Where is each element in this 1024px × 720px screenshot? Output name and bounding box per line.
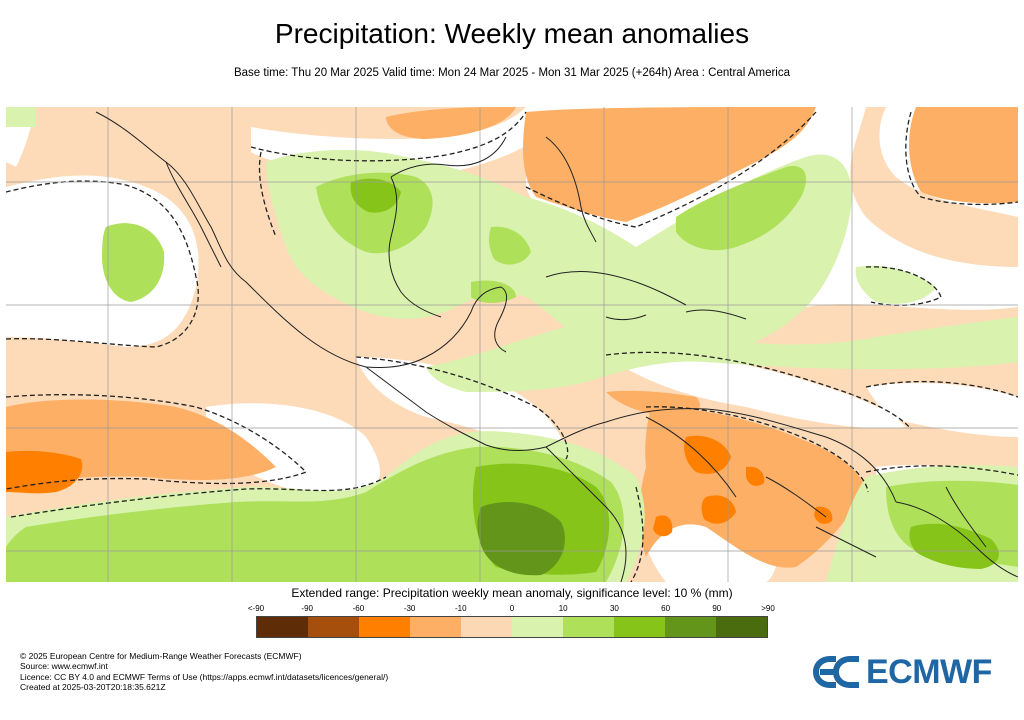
legend-tick-labels: <-90 -90 -60 -30 -10 0 10 30 60 90 >90 <box>248 604 775 616</box>
ecmwf-logo-text: ECMWF <box>866 653 992 691</box>
footer-line: Created at 2025-03-20T20:18:35.621Z <box>20 682 166 693</box>
footer-line: © 2025 European Centre for Medium-Range … <box>20 651 302 661</box>
legend-color-bar <box>256 616 768 638</box>
legend-swatch <box>410 617 461 637</box>
ecmwf-logo: ECMWF <box>812 652 1012 692</box>
significance-contours <box>6 111 1018 582</box>
footer-line: Licence: CC BY 4.0 and ECMWF Terms of Us… <box>20 671 389 682</box>
legend-tick: >90 <box>761 604 775 613</box>
legend-tick: -30 <box>403 604 416 613</box>
legend-tick: 30 <box>609 604 619 613</box>
legend-title: Extended range: Precipitation weekly mea… <box>291 586 733 600</box>
legend-tick: 90 <box>712 604 722 613</box>
legend-swatch <box>512 617 563 637</box>
legend-swatch <box>665 617 716 637</box>
legend-swatch <box>257 617 308 637</box>
legend-swatch <box>308 617 359 637</box>
anomaly-band-mid-green <box>350 178 999 575</box>
legend-tick: -10 <box>455 604 467 613</box>
map-graticule <box>6 107 1018 582</box>
legend-swatch <box>359 617 410 637</box>
anomaly-map <box>6 107 1018 582</box>
chart-subtitle: Base time: Thu 20 Mar 2025 Valid time: M… <box>233 67 790 79</box>
legend-swatch <box>461 617 512 637</box>
anomaly-map-svg <box>6 107 1018 582</box>
legend-swatch <box>563 617 614 637</box>
legend-swatch <box>614 617 665 637</box>
anomaly-band-dark-orange <box>6 435 833 537</box>
ecmwf-logo-icon <box>813 656 859 688</box>
footer-line: Source: www.ecmwf.int <box>20 661 108 672</box>
footer-credits: © 2025 European Centre for Medium-Range … <box>20 651 388 693</box>
chart-title: Precipitation: Weekly mean anomalies <box>274 18 750 49</box>
legend-tick: 0 <box>509 604 515 613</box>
legend-tick: <-90 <box>247 604 265 613</box>
legend-tick: 60 <box>661 604 671 613</box>
legend-tick: -90 <box>301 604 313 613</box>
anomaly-band-dark-green <box>477 502 565 576</box>
legend-tick: -60 <box>352 604 365 613</box>
coastlines <box>95 111 1018 582</box>
legend-swatch <box>716 617 767 637</box>
legend-tick: 10 <box>558 604 568 613</box>
